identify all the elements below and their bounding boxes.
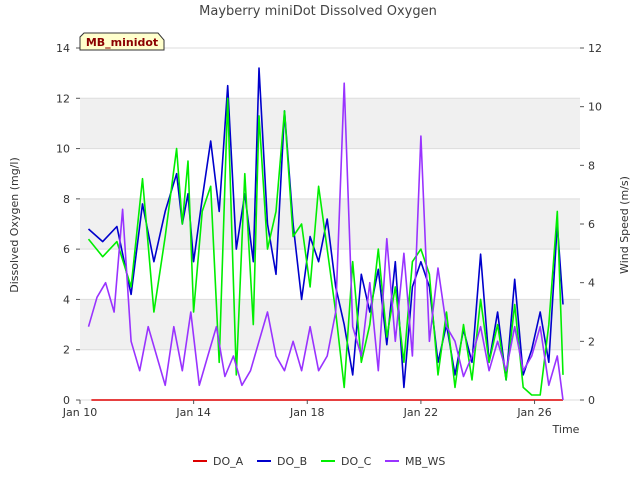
left-axis-tick-label: 14	[56, 42, 70, 55]
badge: MB_minidot	[79, 32, 165, 51]
x-axis-tick-label: Jan 10	[62, 406, 97, 419]
plot-band	[80, 98, 580, 149]
chart-title: Mayberry miniDot Dissolved Oxygen	[199, 4, 437, 19]
legend-label-mb_ws: MB_WS	[405, 455, 445, 468]
right-axis: 0 2 4 6 8 10 12	[580, 42, 602, 407]
x-axis-tick-label: Jan 18	[289, 406, 324, 419]
plot-band	[80, 48, 580, 99]
right-axis-tick-label: 2	[588, 335, 595, 348]
plot-band	[80, 349, 580, 400]
legend-label-do_b: DO_B	[277, 455, 307, 468]
legend-label-do_c: DO_C	[341, 455, 372, 468]
y-axis-label-right: Wind Speed (m/s)	[618, 176, 631, 274]
series-line-mb_ws	[87, 82, 564, 401]
plot-bands	[80, 48, 580, 400]
left-axis-tick-label: 10	[56, 143, 70, 156]
right-axis-tick-label: 12	[588, 42, 602, 55]
legend-label-do_a: DO_A	[213, 455, 244, 468]
left-axis-tick-label: 6	[63, 243, 70, 256]
x-axis-label: Time	[552, 423, 580, 436]
left-axis-tick-label: 0	[63, 394, 70, 407]
right-axis-tick-label: 4	[588, 277, 595, 290]
legend: DO_A DO_B DO_C MB_WS	[193, 455, 445, 468]
left-axis-tick-label: 4	[63, 293, 70, 306]
left-axis-tick-label: 8	[63, 193, 70, 206]
left-axis: 0 2 4 6 8 10 12 14	[56, 42, 80, 407]
x-axis: Jan 10 Jan 14 Jan 18 Jan 22 Jan 26	[62, 400, 552, 419]
right-axis-tick-label: 8	[588, 159, 595, 172]
x-axis-tick-label: Jan 14	[175, 406, 210, 419]
right-axis-tick-label: 10	[588, 101, 602, 114]
left-axis-tick-label: 2	[63, 344, 70, 357]
plot-band	[80, 148, 580, 199]
y-axis-label-left: Dissolved Oxygen (mg/l)	[8, 157, 21, 292]
right-axis-tick-label: 0	[588, 394, 595, 407]
left-axis-tick-label: 12	[56, 92, 70, 105]
badge-label: MB_minidot	[86, 36, 158, 49]
series-lines	[87, 67, 564, 401]
right-axis-tick-label: 6	[588, 218, 595, 231]
x-axis-tick-label: Jan 26	[516, 406, 551, 419]
badge-shape	[79, 32, 165, 51]
x-axis-tick-label: Jan 22	[403, 406, 438, 419]
